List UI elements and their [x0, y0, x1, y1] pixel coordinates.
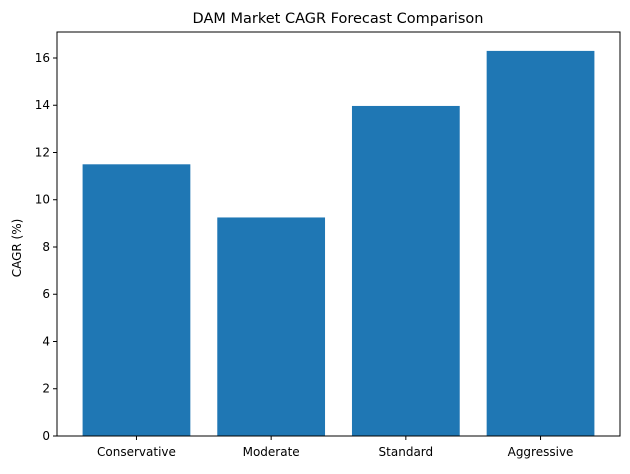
x-tick-label: Moderate: [243, 445, 300, 459]
y-tick-label: 14: [35, 98, 50, 112]
bar-aggressive: [486, 50, 595, 437]
y-tick-label: 2: [42, 382, 50, 396]
y-tick-label: 16: [35, 51, 50, 65]
y-tick-label: 4: [42, 334, 50, 348]
y-tick-label: 6: [42, 287, 50, 301]
bar-conservative: [82, 164, 191, 437]
plot-frame: [56, 31, 621, 437]
y-tick-label: 10: [35, 193, 50, 207]
y-tick-label: 0: [42, 429, 50, 443]
y-tick-label: 8: [42, 240, 50, 254]
x-tick-label: Conservative: [97, 445, 176, 459]
y-axis-label: CAGR (%): [10, 219, 24, 278]
x-tick-label: Standard: [379, 445, 434, 459]
y-tick-label: 12: [35, 145, 50, 159]
bar-moderate: [217, 217, 326, 436]
bar-standard: [351, 105, 460, 436]
chart-title: DAM Market CAGR Forecast Comparison: [193, 11, 484, 27]
x-tick-label: Aggressive: [508, 445, 574, 459]
